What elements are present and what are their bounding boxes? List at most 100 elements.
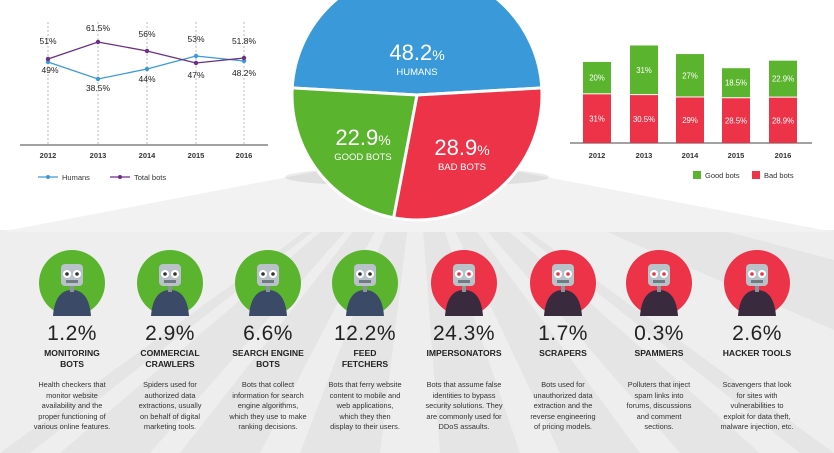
data-point bbox=[45, 56, 51, 62]
bot-description: Bots that ferry website content to mobile… bbox=[316, 380, 414, 433]
bot-description-line: DDoS assaults. bbox=[438, 422, 490, 432]
bot-name-line: BOTS bbox=[256, 359, 280, 369]
pie-slice-good-bots bbox=[290, 86, 419, 220]
bot-description-line: Bots used for bbox=[541, 380, 585, 389]
legend-swatch bbox=[752, 171, 760, 179]
bot-description-line: various online features. bbox=[33, 422, 111, 432]
bot-card: 1.2% MONITORING BOTS Health checkers that mo… bbox=[23, 250, 121, 433]
bot-description-line: Health checkers that bbox=[38, 380, 106, 389]
bot-name-line: FETCHERS bbox=[341, 359, 389, 369]
legend-swatch bbox=[693, 171, 701, 179]
bar-chart: 2012 31% 20% 2013 30.5% 31% 2014 29% 27% 2015 28.5… bbox=[570, 45, 812, 180]
bot-description-line: of pricing models. bbox=[534, 422, 592, 432]
bot-description-line: extraction and the bbox=[533, 401, 593, 411]
data-label: 53% bbox=[187, 34, 204, 44]
bot-description-line: content to mobile and bbox=[329, 390, 401, 400]
bot-description-line: web applications, bbox=[336, 401, 394, 411]
bot-description-line: for sites with bbox=[736, 390, 778, 400]
legend-marker bbox=[118, 175, 122, 179]
bot-description: Polluters that inject spam links into foru… bbox=[610, 380, 708, 433]
bar-good-bots bbox=[722, 68, 750, 98]
bot-card: 2.6% HACKER TOOLS Scavengers that look for … bbox=[708, 250, 806, 433]
slice-label: BAD BOTS bbox=[438, 162, 486, 173]
data-point bbox=[241, 55, 247, 61]
bar-label: 27% bbox=[682, 71, 698, 80]
bot-description-line: which they use to make bbox=[229, 411, 307, 421]
bot-name-line: HACKER TOOLS bbox=[722, 348, 792, 358]
data-label: 47% bbox=[187, 70, 204, 80]
bot-card: 6.6% SEARCH ENGINE BOTS Bots that collect in… bbox=[219, 250, 317, 433]
x-tick-label: 2016 bbox=[775, 151, 792, 160]
bot-description-line: security solutions. They bbox=[425, 401, 503, 411]
robot-icon bbox=[137, 250, 203, 316]
bot-name: SCRAPERS bbox=[514, 348, 612, 359]
pie-slice-bad-bots bbox=[391, 86, 544, 222]
bar-label: 30.5% bbox=[633, 115, 655, 124]
x-tick-label: 2012 bbox=[589, 151, 606, 160]
robot-icon bbox=[724, 250, 790, 316]
data-point bbox=[144, 66, 150, 72]
bot-description-line: Bots that ferry website bbox=[328, 380, 402, 389]
bot-description-line: proper functioning of bbox=[38, 411, 106, 421]
bot-name: SPAMMERS bbox=[610, 348, 708, 359]
bot-percentage: 1.7% bbox=[538, 322, 588, 345]
legend-label: Good bots bbox=[705, 171, 740, 180]
robot-icon bbox=[626, 250, 692, 316]
bot-name: IMPERSONATORS bbox=[415, 348, 513, 359]
slice-label: GOOD BOTS bbox=[334, 152, 392, 163]
bar-bad-bots bbox=[769, 97, 797, 143]
bot-description: Spiders used for authorized data extractio… bbox=[121, 380, 219, 433]
pie-chart: 48.2% HUMANS 28.9% BAD BOTS 22.9% GOOD BOTS bbox=[285, 0, 549, 222]
bot-description-line: which they then bbox=[339, 411, 391, 421]
bot-card: 24.3% IMPERSONATORS Bots that assume false… bbox=[415, 250, 513, 433]
data-label: 44% bbox=[138, 74, 155, 84]
bot-description-line: reverse engineering bbox=[530, 411, 596, 421]
bot-description-line: are commonly used for bbox=[426, 411, 502, 421]
bot-description-line: marketing tools. bbox=[143, 422, 197, 432]
data-point bbox=[144, 48, 150, 54]
bot-description-line: sections. bbox=[644, 422, 674, 432]
x-tick-label: 2014 bbox=[682, 151, 700, 160]
bot-description-line: spam links into bbox=[634, 390, 684, 400]
robot-icon bbox=[332, 250, 398, 316]
bot-description: Health checkers that monitor website avail… bbox=[23, 380, 121, 433]
bot-percentage: 24.3% bbox=[432, 322, 496, 345]
bot-description: Bots used for unauthorized data extraction… bbox=[514, 380, 612, 433]
bot-name-line: SCRAPERS bbox=[539, 348, 587, 358]
bot-card: 12.2% FEED FETCHERS Bots that ferry website… bbox=[316, 250, 414, 433]
data-point bbox=[193, 53, 199, 59]
slice-label: HUMANS bbox=[396, 67, 437, 78]
legend-label: Total bots bbox=[134, 173, 166, 182]
bot-name: HACKER TOOLS bbox=[708, 348, 806, 359]
bot-percentage: 2.9% bbox=[145, 322, 195, 345]
bot-name-line: COMMERCIAL bbox=[140, 348, 200, 358]
x-tick-label: 2014 bbox=[139, 151, 157, 160]
bot-description-line: authorized data bbox=[144, 390, 196, 400]
legend-label: Bad bots bbox=[764, 171, 794, 180]
bot-percentage: 2.6% bbox=[732, 322, 782, 345]
x-tick-label: 2012 bbox=[40, 151, 57, 160]
slice-value: 48.2% bbox=[389, 40, 444, 65]
bar-bad-bots bbox=[722, 98, 750, 143]
slice-value: 22.9% bbox=[335, 125, 390, 150]
bar-label: 18.5% bbox=[725, 79, 747, 88]
bot-description-line: engine algorithms, bbox=[237, 401, 299, 411]
data-label: 51% bbox=[39, 36, 56, 46]
x-tick-label: 2013 bbox=[90, 151, 107, 160]
bar-label: 31% bbox=[636, 66, 652, 75]
bot-name-line: FEED bbox=[353, 348, 377, 358]
bot-card: 0.3% SPAMMERS Polluters that inject spam li… bbox=[610, 250, 708, 433]
bot-description-line: identities to bypass bbox=[432, 390, 496, 400]
bar-label: 22.9% bbox=[772, 75, 794, 84]
line-chart: 2012 2013 2014 2015 2016 49% 38.5% 44% 53% 48.2% 5… bbox=[20, 22, 268, 182]
bot-description: Bots that collect information for search e… bbox=[219, 380, 317, 433]
x-tick-label: 2016 bbox=[236, 151, 253, 160]
bot-percentage: 0.3% bbox=[634, 322, 684, 345]
bot-name-line: CRAWLERS bbox=[145, 359, 195, 369]
data-point bbox=[95, 76, 101, 82]
bot-description: Scavengers that look for sites with vulner… bbox=[708, 380, 806, 433]
bot-description-line: ranking decisions. bbox=[238, 422, 298, 432]
bot-description-line: Spiders used for bbox=[143, 380, 197, 389]
bot-name: SEARCH ENGINE BOTS bbox=[219, 348, 317, 370]
bot-description-line: on behalf of digital bbox=[140, 411, 200, 421]
